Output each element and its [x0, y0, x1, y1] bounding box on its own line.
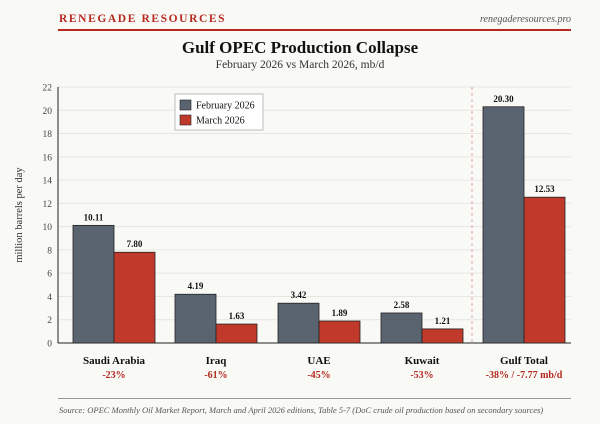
chart-subtitle: February 2026 vs March 2026, mb/d — [215, 59, 385, 71]
bar — [174, 293, 217, 344]
y-tick-label: 12 — [43, 200, 53, 210]
bar — [72, 224, 115, 344]
header-rule — [58, 29, 571, 31]
bar — [482, 106, 525, 344]
y-tick-label: 16 — [43, 153, 53, 163]
data-label: 1.63 — [229, 311, 245, 321]
legend-swatch — [179, 99, 192, 111]
data-label: 2.58 — [394, 300, 410, 310]
footer-rule — [58, 398, 571, 399]
y-tick-label: 6 — [47, 270, 52, 280]
bar — [277, 302, 320, 344]
data-label: 3.42 — [291, 290, 307, 300]
y-tick-label: 4 — [47, 293, 52, 303]
y-tick-label: 20 — [43, 107, 53, 117]
data-label: 1.21 — [435, 316, 451, 326]
y-tick-label: 8 — [47, 246, 52, 256]
chart-title: Gulf OPEC Production Collapse — [181, 38, 419, 57]
x-tick-label: Kuwait — [405, 355, 440, 367]
y-tick-label: 2 — [47, 316, 52, 326]
bar — [421, 328, 464, 344]
y-tick-label: 10 — [43, 223, 53, 233]
legend-label: March 2026 — [196, 116, 245, 127]
legend-label: February 2026 — [196, 101, 255, 112]
legend-swatch — [179, 114, 192, 126]
data-label: 20.30 — [493, 94, 514, 104]
y-tick-label: 14 — [43, 177, 53, 187]
change-label: -45% — [307, 370, 330, 381]
bar — [215, 323, 258, 344]
bar — [380, 312, 423, 344]
change-label: -61% — [204, 370, 227, 381]
bar — [113, 251, 156, 344]
data-label: 4.19 — [188, 281, 204, 291]
change-label: -38% / -7.77 mb/d — [486, 370, 563, 381]
x-tick-label: Gulf Total — [500, 355, 548, 367]
data-label: 1.89 — [332, 308, 348, 318]
change-label: -53% — [410, 370, 433, 381]
y-axis-label: million barrels per day — [14, 167, 25, 263]
change-label: -23% — [102, 370, 125, 381]
bar — [318, 320, 361, 344]
bar — [523, 196, 566, 344]
x-tick-label: Iraq — [206, 355, 228, 367]
x-tick-label: UAE — [307, 355, 330, 367]
y-tick-label: 22 — [43, 84, 53, 94]
data-label: 7.80 — [127, 239, 143, 249]
data-label: 10.11 — [84, 212, 104, 222]
brand-name: RENEGADE RESOURCES — [59, 13, 227, 25]
y-tick-label: 18 — [43, 130, 53, 140]
source-note: Source: OPEC Monthly Oil Market Report, … — [59, 405, 544, 415]
y-tick-label: 0 — [47, 340, 52, 350]
x-tick-label: Saudi Arabia — [83, 355, 146, 367]
data-label: 12.53 — [534, 184, 555, 194]
site-url: renegaderesources.pro — [480, 14, 571, 25]
